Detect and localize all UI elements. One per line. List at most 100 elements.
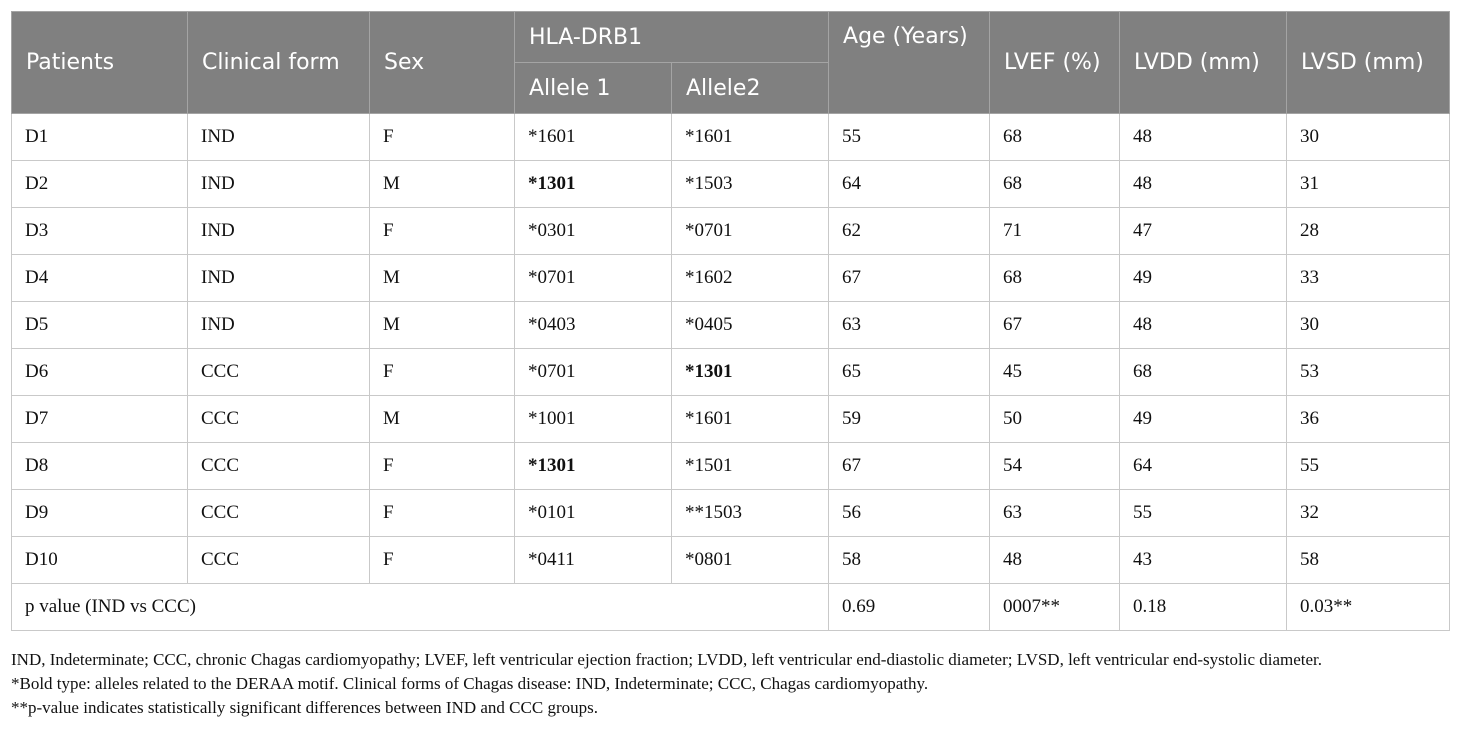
table-row: D4 IND M *0701 *1602 67 68 49 33 [11,254,1451,302]
cell-allele1: *1001 [514,395,672,443]
cell-lvef: 45 [989,348,1121,396]
cell-allele2: *1601 [670,395,830,443]
cell-lvdd: 47 [1119,207,1288,255]
cell-allele2: *1501 [670,442,830,490]
cell-age: 63 [828,301,991,349]
cell-lvdd: 68 [1119,348,1288,396]
cell-clinical-form: IND [187,254,370,302]
cell-patient: D6 [11,348,188,396]
table-body: D1 IND F *1601 *1601 55 68 48 30 D2 IND M *1301 *1503… [10,113,1451,631]
cell-lvef: 54 [989,442,1121,490]
footnote-pvalue: **p-value indicates statistically signif… [11,698,598,717]
cell-patient: D7 [11,395,188,443]
cell-age: 58 [828,536,991,584]
header-allele1: Allele 1 [514,62,672,114]
cell-patient: D1 [11,113,188,161]
table-row: D5 IND M *0403 *0405 63 67 48 30 [11,301,1451,349]
cell-allele1: *0301 [514,207,672,255]
cell-patient: D2 [11,160,188,208]
cell-allele1: *0101 [514,489,672,537]
cell-lvdd: 43 [1119,536,1288,584]
cell-age: 67 [828,254,991,302]
cell-allele2: *0801 [670,536,830,584]
cell-sex: F [369,489,515,537]
header-allele2: Allele2 [670,62,830,114]
cell-allele1: *0701 [514,348,672,396]
cell-sex: M [369,395,515,443]
cell-lvef: 68 [989,254,1121,302]
header-patients: Patients [11,11,188,114]
cell-clinical-form: IND [187,207,370,255]
cell-clinical-form: CCC [187,348,370,396]
cell-lvef: 63 [989,489,1121,537]
patients-table-container: Patients Clinical form Sex HLA-DRB1 Age … [10,11,1451,631]
cell-sex: M [369,254,515,302]
header-age: Age (Years) [828,11,991,114]
cell-sex: F [369,536,515,584]
table-row: D10 CCC F *0411 *0801 58 48 43 58 [11,536,1451,584]
pvalue-lvdd: 0.18 [1119,583,1288,631]
cell-age: 62 [828,207,991,255]
cell-lvsd: 32 [1286,489,1451,537]
cell-lvsd: 28 [1286,207,1451,255]
cell-allele2: *1503 [670,160,830,208]
cell-patient: D8 [11,442,188,490]
cell-clinical-form: CCC [187,489,370,537]
cell-lvsd: 33 [1286,254,1451,302]
cell-patient: D9 [11,489,188,537]
cell-clinical-form: CCC [187,536,370,584]
table-row: D3 IND F *0301 *0701 62 71 47 28 [11,207,1451,255]
cell-lvdd: 48 [1119,160,1288,208]
table-row: D9 CCC F *0101 **1503 56 63 55 32 [11,489,1451,537]
cell-lvdd: 49 [1119,395,1288,443]
cell-allele2-bold: *1301 [685,361,733,382]
cell-allele1: *0411 [514,536,672,584]
cell-allele2: *0405 [670,301,830,349]
cell-lvsd: 36 [1286,395,1451,443]
cell-allele1: *0403 [514,301,672,349]
footnote-abbreviations: IND, Indeterminate; CCC, chronic Chagas … [11,650,1323,669]
cell-allele1-bold: *1301 [528,173,576,194]
header-lvsd: LVSD (mm) [1286,11,1451,114]
cell-lvsd: 30 [1286,113,1451,161]
cell-allele1: *0701 [514,254,672,302]
cell-patient: D10 [11,536,188,584]
pvalue-age: 0.69 [828,583,991,631]
cell-allele1-bold: *1301 [528,455,576,476]
cell-sex: F [369,113,515,161]
cell-age: 56 [828,489,991,537]
cell-lvdd: 48 [1119,113,1288,161]
cell-patient: D5 [11,301,188,349]
cell-lvef: 67 [989,301,1121,349]
table-row: D2 IND M *1301 *1503 64 68 48 31 [11,160,1451,208]
table-row: D6 CCC F *0701 *1301 65 45 68 53 [11,348,1451,396]
cell-allele2: *1301 [670,348,830,396]
cell-lvdd: 49 [1119,254,1288,302]
cell-allele2: *1601 [670,113,830,161]
cell-lvsd: 30 [1286,301,1451,349]
cell-allele2: *0701 [670,207,830,255]
cell-lvef: 48 [989,536,1121,584]
cell-clinical-form: IND [187,160,370,208]
pvalue-lvsd: 0.03** [1286,583,1451,631]
cell-lvsd: 55 [1286,442,1451,490]
cell-age: 55 [828,113,991,161]
header-hla-drb1: HLA-DRB1 [513,11,830,63]
footnote-bold-type: *Bold type: alleles related to the DERAA… [11,674,929,693]
table-row: D7 CCC M *1001 *1601 59 50 49 36 [11,395,1451,443]
cell-age: 59 [828,395,991,443]
cell-lvsd: 31 [1286,160,1451,208]
header-sex: Sex [369,11,515,114]
cell-allele2: *1602 [670,254,830,302]
cell-sex: F [369,207,515,255]
cell-age: 67 [828,442,991,490]
cell-clinical-form: CCC [187,395,370,443]
cell-lvdd: 55 [1119,489,1288,537]
cell-sex: M [369,301,515,349]
header-row: Patients Clinical form Sex HLA-DRB1 Age … [11,11,1451,114]
cell-allele1: *1301 [514,442,672,490]
pvalue-row: p value (IND vs CCC) 0.69 0007** 0.18 0.… [10,583,1451,631]
cell-allele2: **1503 [670,489,830,537]
cell-lvef: 50 [989,395,1121,443]
cell-sex: M [369,160,515,208]
